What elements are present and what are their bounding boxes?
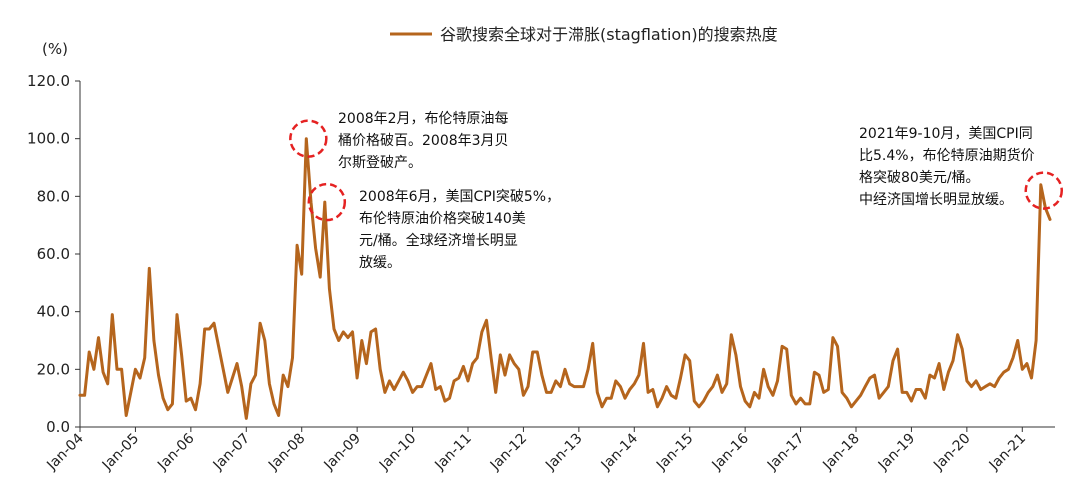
- legend-label: 谷歌搜索全球对于滞胀(stagflation)的搜索热度: [440, 25, 778, 44]
- x-tick-label: Jan-15: [653, 431, 696, 474]
- annotation-circle: [307, 182, 347, 222]
- x-tick-label: Jan-09: [321, 431, 364, 474]
- y-tick-label: 0.0: [46, 418, 70, 436]
- series-line: [78, 137, 1052, 420]
- y-axis-unit: (%): [42, 40, 68, 58]
- x-tick-label: Jan-11: [431, 431, 474, 474]
- annotation-text-line: 元/桶。全球经济增长明显: [359, 232, 518, 249]
- annotation-text-line: 尔斯登破产。: [338, 155, 422, 171]
- x-tick-label: Jan-16: [709, 430, 753, 474]
- annotation-text-line: 放缓。: [359, 255, 401, 271]
- x-tick-label: Jan-04: [43, 430, 87, 474]
- x-tick-label: Jan-06: [154, 430, 198, 474]
- x-tick-label: Jan-07: [210, 431, 253, 474]
- x-tick-label: Jan-18: [819, 431, 862, 474]
- annotation-text-line: 桶价格破百。2008年3月贝: [338, 133, 509, 149]
- x-tick-label: Jan-05: [99, 431, 142, 474]
- x-tick-label: Jan-20: [930, 431, 973, 474]
- y-tick-label: 40.0: [37, 303, 70, 321]
- x-tick-label: Jan-08: [265, 431, 308, 474]
- x-ticks: Jan-04 Jan-05 Jan-06 Jan-07 Jan-08 Jan-09 Jan-…: [43, 427, 1029, 474]
- annotation-text-line: 2008年2月，布伦特原油每: [338, 111, 509, 127]
- x-tick-label: Jan-12: [487, 431, 530, 474]
- annotation-text-line: 布伦特原油价格突破140美: [359, 211, 526, 227]
- annotation-circle: [1024, 171, 1064, 210]
- annotation-text-line: 格突破80美元/桶。: [859, 170, 980, 186]
- annotation-text-line: 中经济国增长明显放缓。: [859, 192, 1013, 208]
- x-tick-label: Jan-13: [542, 431, 585, 474]
- x-tick-label: Jan-19: [875, 431, 918, 474]
- y-tick-label: 60.0: [37, 245, 70, 263]
- annotation-text-line: 比5.4%，布伦特原油期货价: [859, 147, 1035, 164]
- annotation-circle: [289, 119, 328, 158]
- annotation-text-line: 2021年9-10月，美国CPI同: [859, 126, 1033, 142]
- y-tick-label: 20.0: [37, 360, 70, 378]
- x-tick-label: Jan-17: [764, 431, 807, 474]
- x-tick-label: Jan-21: [986, 431, 1029, 474]
- x-tick-label: Jan-10: [376, 431, 419, 474]
- x-tick-label: Jan-14: [598, 430, 642, 474]
- y-tick-label: 80.0: [37, 187, 70, 205]
- y-tick-label: 100.0: [27, 130, 70, 148]
- annotation-text-line: 2008年6月，美国CPI突破5%，: [359, 189, 560, 205]
- y-ticks: 0.0 20.0 40.0 60.0 80.0 100.0 120.0: [27, 72, 80, 436]
- y-tick-label: 120.0: [27, 72, 70, 90]
